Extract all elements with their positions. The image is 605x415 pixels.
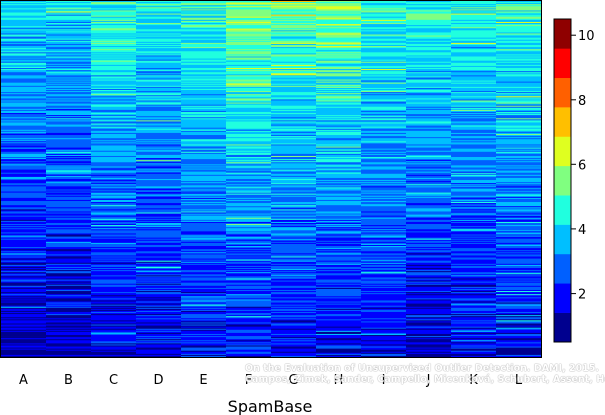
heatmap-column-D [136,1,182,358]
colorbar-segment [554,195,571,225]
colorbar [553,18,572,343]
heatmap-column-A [1,1,47,358]
colorbar-tick-label-8: 8 [578,94,586,109]
x-tick-label-K: K [469,373,478,388]
x-tick-label-I: I [382,373,386,388]
heatmap-column-J [406,1,452,358]
colorbar-segment [554,77,571,108]
heatmap-column-H [316,1,362,358]
x-tick-label-H: H [334,373,344,388]
x-tick-label-J: J [426,373,431,388]
heatmap-column-B [46,1,92,358]
x-tick-label-F: F [245,373,252,388]
heatmap-column-C [91,1,137,358]
colorbar-segment [554,283,571,313]
heatmap-column-G [271,1,317,358]
x-tick-label-A: A [19,373,28,388]
plot-frame [0,0,542,358]
x-axis-ticks: A B C D E F G H I J K L [19,373,523,388]
colorbar-segment [554,19,571,49]
colorbar-tick-label-2: 2 [578,288,586,303]
x-tick-label-L: L [515,373,523,388]
x-tick-label-C: C [109,373,118,388]
x-axis-label: SpamBase [228,397,313,415]
colorbar-ticks: 2 4 6 8 10 [571,29,595,303]
citation-line-1: On the Evaluation of Unsupervised Outlie… [245,363,600,374]
x-tick-label-B: B [64,373,73,388]
colorbar-segment [554,312,571,343]
heatmap-column-K [451,1,497,358]
heatmap-cells [1,1,542,358]
colorbar-tick-label-10: 10 [578,29,595,44]
colorbar-segment [554,253,571,284]
heatmap-column-E [181,1,227,358]
heatmap-column-L [496,1,542,358]
x-tick-label-D: D [153,373,163,388]
colorbar-segment [554,224,571,255]
x-tick-label-G: G [288,373,298,388]
colorbar-segment [554,48,571,79]
colorbar-segment [554,136,571,167]
heatmap-column-I [361,1,407,358]
x-tick-label-E: E [199,373,207,388]
heatmap-column-F [226,1,272,358]
citation-line-2: Campos, Zimek, Sander, Campello, Micenko… [245,374,605,385]
colorbar-frame [553,18,572,343]
colorbar-tick-label-6: 6 [578,158,586,173]
colorbar-segment [554,165,571,196]
citation-credit: On the Evaluation of Unsupervised Outlie… [245,363,605,385]
colorbar-segment [554,107,571,137]
colorbar-tick-label-4: 4 [578,223,586,238]
